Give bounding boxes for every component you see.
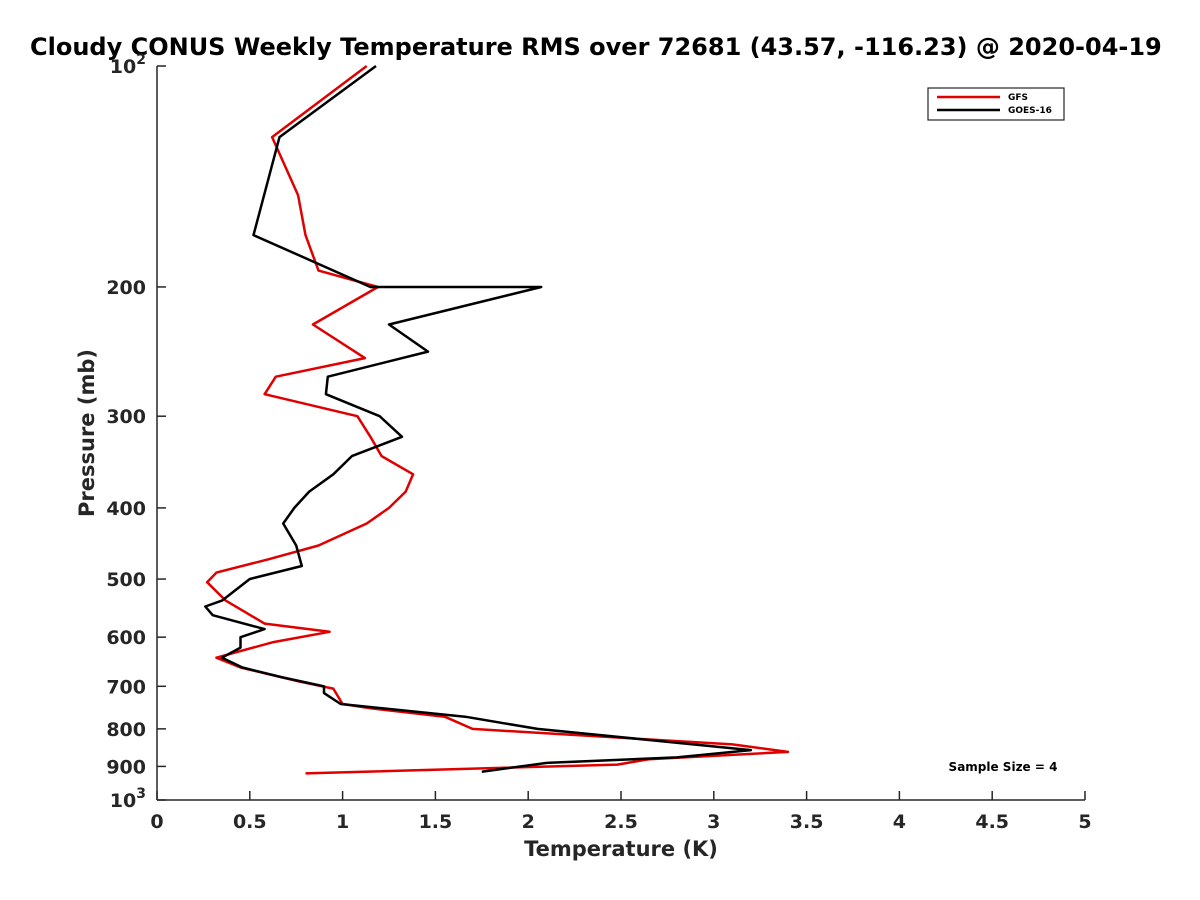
y-tick-label: 800 — [106, 719, 146, 741]
x-tick-label: 3 — [707, 811, 720, 833]
y-tick-label: 102 — [110, 52, 146, 78]
y-axis-label: Pressure (mb) — [75, 349, 99, 517]
x-tick-label: 0.5 — [233, 811, 267, 833]
legend-box — [927, 87, 1065, 121]
x-tick-label: 2.5 — [604, 811, 638, 833]
x-tick-label: 2 — [522, 811, 535, 833]
x-tick-label: 4.5 — [975, 811, 1009, 833]
x-tick-label: 4 — [893, 811, 906, 833]
y-tick-label: 103 — [110, 786, 146, 812]
chart-title: Cloudy CONUS Weekly Temperature RMS over… — [30, 33, 1162, 61]
y-tick-label: 900 — [106, 756, 146, 778]
y-tick-label: 500 — [106, 569, 146, 591]
x-tick-label: 0 — [150, 811, 163, 833]
series-line-goes-16 — [204, 64, 753, 773]
y-axis-ticks: 102 200 300 400 500 600 700 800 900 103 — [106, 52, 166, 812]
y-tick-label: 200 — [106, 277, 146, 299]
series-lines — [204, 64, 790, 775]
y-tick-label: 400 — [106, 498, 146, 520]
x-axis-ticks: 0 0.5 1 1.5 2 2.5 3 3.5 4 4.5 5 — [150, 791, 1092, 833]
x-axis-label: Temperature (K) — [524, 837, 718, 861]
x-tick-label: 3.5 — [790, 811, 824, 833]
y-tick-label: 300 — [106, 406, 146, 428]
y-tick-label: 700 — [106, 676, 146, 698]
sample-size-annotation: Sample Size = 4 — [949, 760, 1058, 774]
series-line-gfs — [205, 65, 790, 775]
legend-label: GFS — [1008, 93, 1028, 103]
axes — [156, 66, 1085, 801]
legend-label: GOES-16 — [1008, 106, 1052, 116]
x-tick-label: 5 — [1078, 811, 1091, 833]
x-tick-label: 1.5 — [419, 811, 453, 833]
legend: GFS GOES-16 — [927, 87, 1065, 121]
y-tick-label: 600 — [106, 627, 146, 649]
x-tick-label: 1 — [336, 811, 349, 833]
